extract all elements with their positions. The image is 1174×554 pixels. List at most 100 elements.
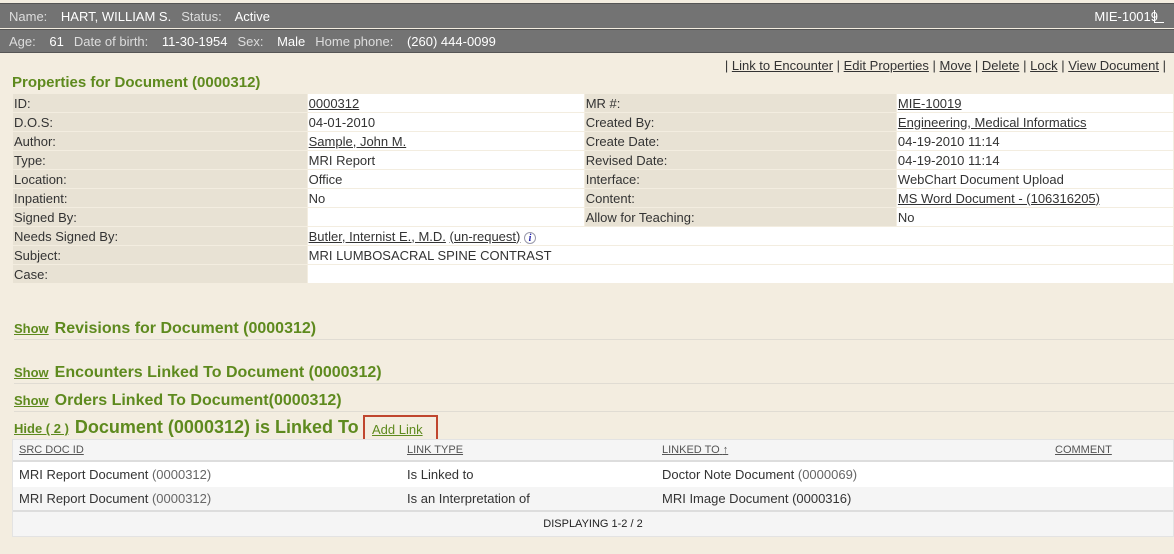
patient-sex: Male bbox=[277, 33, 306, 49]
add-link-button[interactable]: Add Link bbox=[363, 415, 438, 441]
patient-age: 61 bbox=[49, 33, 64, 49]
teaching-label: Allow for Teaching: bbox=[584, 208, 896, 226]
content-link[interactable]: MS Word Document - (106316205) bbox=[897, 190, 1100, 206]
dos-value: 04-01-2010 bbox=[307, 113, 584, 131]
property-row: Signed By: Allow for Teaching: No bbox=[13, 208, 1173, 226]
author-link[interactable]: Sample, John M. bbox=[308, 133, 407, 149]
link-to-encounter-link[interactable]: Link to Encounter bbox=[731, 58, 834, 73]
case-label: Case: bbox=[13, 265, 307, 283]
show-orders-link[interactable]: Show bbox=[14, 393, 49, 408]
property-row: Subject: MRI LUMBOSACRAL SPINE CONTRAST bbox=[13, 246, 1173, 264]
lock-link[interactable]: Lock bbox=[1030, 58, 1058, 73]
encounters-section: Show Encounters Linked To Document (00003… bbox=[14, 364, 1174, 384]
hide-linked-link[interactable]: Hide ( 2 ) bbox=[14, 421, 69, 436]
linked-doc-id: (0000069) bbox=[797, 467, 858, 482]
view-document-link[interactable]: View Document bbox=[1068, 58, 1159, 73]
table-row[interactable]: MRI Report Document (0000312) Is Linked … bbox=[13, 462, 1173, 487]
create-date-value: 04-19-2010 11:14 bbox=[896, 132, 1173, 150]
chart-icon[interactable] bbox=[1154, 9, 1164, 23]
name-label: Name: bbox=[9, 8, 48, 24]
property-row: Needs Signed By: Butler, Internist E., M.… bbox=[13, 227, 1173, 245]
properties-table: ID: 0000312 MR #: MIE-10019 D.O.S: 04-01-201… bbox=[12, 93, 1174, 284]
delete-link[interactable]: Delete bbox=[981, 58, 1020, 73]
links-table: SRC DOC ID LINK TYPE LINKED TO ↑ COMMENT… bbox=[12, 439, 1174, 537]
document-actions: | Link to Encounter | Edit Properties | … bbox=[724, 58, 1166, 73]
revisions-title: Revisions for Document (0000312) bbox=[54, 320, 317, 337]
table-row[interactable]: MRI Report Document (0000312) Is an Inte… bbox=[13, 487, 1173, 512]
dos-label: D.O.S: bbox=[13, 113, 307, 131]
revisions-section: Show Revisions for Document (0000312) bbox=[14, 320, 1174, 340]
property-row: Inpatient: No Content: MS Word Document - (… bbox=[13, 189, 1173, 207]
patient-dob: 11-30-1954 bbox=[161, 33, 228, 49]
src-doc: MRI Report Document bbox=[19, 467, 149, 482]
property-row: Type: MRI Report Revised Date: 04-19-2010 1… bbox=[13, 151, 1173, 169]
needs-signed-label: Needs Signed By: bbox=[13, 227, 307, 245]
dob-label: Date of birth: bbox=[73, 33, 149, 49]
edit-properties-link[interactable]: Edit Properties bbox=[843, 58, 929, 73]
comment-header[interactable]: COMMENT bbox=[1055, 444, 1112, 456]
mr-link[interactable]: MIE-10019 bbox=[897, 95, 962, 111]
linked-section: Hide ( 2 ) Document (0000312) is Linked T… bbox=[14, 417, 1174, 439]
signed-by-value bbox=[307, 208, 584, 226]
content-label: Content: bbox=[584, 189, 896, 207]
unrequest-link[interactable]: (un-request) bbox=[449, 228, 521, 244]
patient-name: HART, WILLIAM S. bbox=[60, 8, 172, 24]
created-by-link[interactable]: Engineering, Medical Informatics bbox=[897, 114, 1087, 130]
sort-up-icon: ↑ bbox=[722, 444, 729, 456]
show-encounters-link[interactable]: Show bbox=[14, 365, 49, 380]
author-label: Author: bbox=[13, 132, 307, 150]
id-link[interactable]: 0000312 bbox=[308, 95, 360, 111]
pagination-status: DISPLAYING 1-2 / 2 bbox=[543, 518, 643, 530]
add-link-label[interactable]: Add Link bbox=[372, 422, 423, 437]
signed-by-label: Signed By: bbox=[13, 208, 307, 226]
subject-value: MRI LUMBOSACRAL SPINE CONTRAST bbox=[307, 246, 1173, 264]
patient-phone: (260) 444-0099 bbox=[406, 33, 496, 49]
linked-to-header[interactable]: LINKED TO ↑ bbox=[656, 444, 1049, 456]
link-type: Is an Interpretation of bbox=[407, 491, 530, 506]
property-row: Location: Office Interface: WebChart Docume… bbox=[13, 170, 1173, 188]
link-type: Is Linked to bbox=[407, 467, 474, 482]
patient-mrn: MIE-10019 bbox=[1094, 8, 1158, 24]
linked-title: Document (0000312) is Linked To bbox=[74, 417, 359, 437]
sex-label: Sex: bbox=[237, 33, 264, 49]
interface-label: Interface: bbox=[584, 170, 896, 188]
interface-value: WebChart Document Upload bbox=[896, 170, 1173, 188]
property-row: D.O.S: 04-01-2010 Created By: Engineering, … bbox=[13, 113, 1173, 131]
revised-date-label: Revised Date: bbox=[584, 151, 896, 169]
move-link[interactable]: Move bbox=[939, 58, 972, 73]
property-row: Case: bbox=[13, 265, 1173, 283]
property-row: Author: Sample, John M. Create Date: 04-19-… bbox=[13, 132, 1173, 150]
properties-title: Properties for Document (0000312) bbox=[12, 74, 261, 91]
age-label: Age: bbox=[9, 33, 36, 49]
inpatient-label: Inpatient: bbox=[13, 189, 307, 207]
encounters-title: Encounters Linked To Document (0000312) bbox=[54, 364, 382, 381]
link-type-header[interactable]: LINK TYPE bbox=[407, 444, 464, 456]
type-value: MRI Report bbox=[307, 151, 584, 169]
src-doc-id-header[interactable]: SRC DOC ID bbox=[19, 444, 84, 456]
revised-date-value: 04-19-2010 11:14 bbox=[896, 151, 1173, 169]
linked-doc-id: (0000316) bbox=[792, 491, 852, 506]
table-footer: DISPLAYING 1-2 / 2 bbox=[13, 512, 1173, 536]
create-date-label: Create Date: bbox=[584, 132, 896, 150]
orders-section: Show Orders Linked To Document(0000312) bbox=[14, 392, 1174, 412]
id-label: ID: bbox=[13, 94, 307, 112]
location-value: Office bbox=[307, 170, 584, 188]
location-label: Location: bbox=[13, 170, 307, 188]
property-row: ID: 0000312 MR #: MIE-10019 bbox=[13, 94, 1173, 112]
created-by-label: Created By: bbox=[584, 113, 896, 131]
info-icon[interactable]: i bbox=[523, 231, 536, 244]
src-doc: MRI Report Document bbox=[19, 491, 149, 506]
needs-signed-link[interactable]: Butler, Internist E., M.D. bbox=[308, 228, 446, 244]
case-value bbox=[307, 265, 1173, 283]
src-doc-id: (0000312) bbox=[151, 491, 212, 506]
orders-title: Orders Linked To Document(0000312) bbox=[54, 392, 342, 409]
table-header: SRC DOC ID LINK TYPE LINKED TO ↑ COMMENT bbox=[13, 440, 1173, 462]
patient-header: Name: HART, WILLIAM S. Status: Active MI… bbox=[0, 3, 1174, 28]
linked-doc: Doctor Note Document bbox=[662, 467, 795, 482]
patient-status: Active bbox=[234, 8, 270, 24]
linked-to-header-label[interactable]: LINKED TO bbox=[662, 444, 720, 456]
show-revisions-link[interactable]: Show bbox=[14, 321, 49, 336]
mr-label: MR #: bbox=[584, 94, 896, 112]
subject-label: Subject: bbox=[13, 246, 307, 264]
status-label: Status: bbox=[181, 8, 222, 24]
